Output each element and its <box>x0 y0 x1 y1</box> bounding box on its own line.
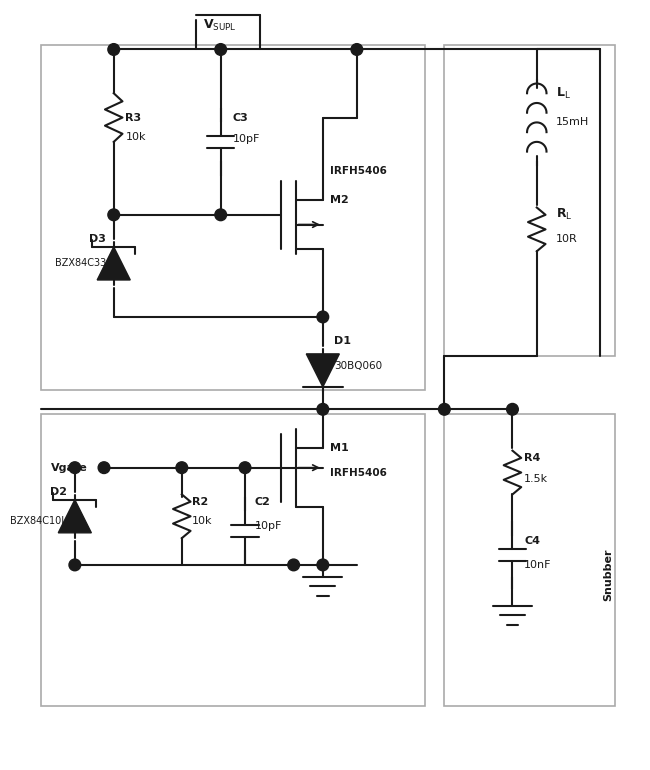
Text: R2: R2 <box>192 497 208 507</box>
Text: 10R: 10R <box>556 234 578 244</box>
Text: 1.5k: 1.5k <box>524 474 548 484</box>
Text: BZX84C10L: BZX84C10L <box>10 516 67 526</box>
Text: 10k: 10k <box>125 132 146 142</box>
Circle shape <box>69 559 81 571</box>
Text: M2: M2 <box>330 196 348 206</box>
Circle shape <box>506 403 518 415</box>
Circle shape <box>215 44 227 55</box>
Polygon shape <box>306 354 339 387</box>
Circle shape <box>317 311 329 323</box>
Circle shape <box>215 209 227 221</box>
Text: L$_{\rm L}$: L$_{\rm L}$ <box>556 85 571 101</box>
Text: BZX84C33: BZX84C33 <box>55 259 106 269</box>
Text: D2: D2 <box>50 487 67 497</box>
Text: 10pF: 10pF <box>232 134 260 144</box>
Text: R4: R4 <box>524 453 541 463</box>
Polygon shape <box>98 247 130 280</box>
Text: R$_{\rm L}$: R$_{\rm L}$ <box>556 207 573 223</box>
Text: V$_{\rm SUPL}$: V$_{\rm SUPL}$ <box>203 18 237 32</box>
Circle shape <box>351 44 363 55</box>
Circle shape <box>69 462 81 474</box>
Circle shape <box>439 403 450 415</box>
Text: 10pF: 10pF <box>255 521 282 531</box>
Text: R3: R3 <box>125 112 142 122</box>
Text: IRFH5406: IRFH5406 <box>330 467 387 477</box>
Circle shape <box>317 403 329 415</box>
Polygon shape <box>58 500 92 533</box>
Circle shape <box>239 462 251 474</box>
Text: 10k: 10k <box>192 516 212 526</box>
Text: Vgate: Vgate <box>51 463 87 473</box>
Text: C3: C3 <box>232 112 248 122</box>
Text: C4: C4 <box>524 536 540 546</box>
Text: IRFH5406: IRFH5406 <box>330 166 387 176</box>
Text: 10nF: 10nF <box>524 560 552 570</box>
Text: C2: C2 <box>255 497 270 507</box>
Circle shape <box>288 559 300 571</box>
Text: M1: M1 <box>330 444 348 454</box>
Circle shape <box>98 462 110 474</box>
Circle shape <box>108 44 120 55</box>
Text: 15mH: 15mH <box>556 117 590 127</box>
Text: D3: D3 <box>89 234 106 244</box>
Text: Snubber: Snubber <box>603 548 613 601</box>
Circle shape <box>176 462 188 474</box>
Circle shape <box>317 559 329 571</box>
Text: D1: D1 <box>335 336 352 346</box>
Text: 30BQ060: 30BQ060 <box>335 360 383 370</box>
Circle shape <box>108 209 120 221</box>
